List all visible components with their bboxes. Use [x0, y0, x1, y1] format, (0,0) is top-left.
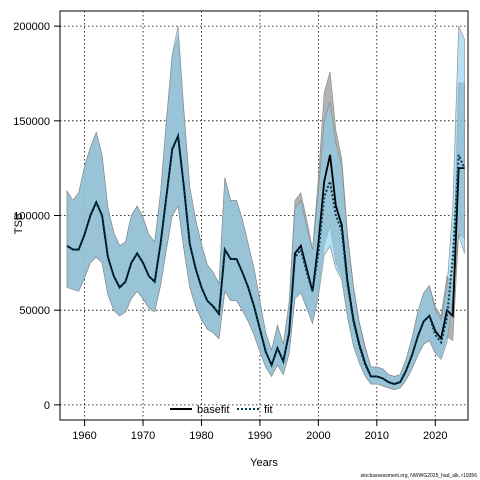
y-axis-ticks: 0 50000 100000 150000 200000	[13, 21, 60, 412]
x-tick-label-2000: 2000	[306, 430, 330, 442]
y-tick-label-50000: 50000	[19, 305, 50, 317]
x-tick-label-1970: 1970	[131, 430, 155, 442]
y-tick-label-200000: 200000	[13, 21, 50, 33]
x-tick-label-1960: 1960	[72, 430, 96, 442]
x-tick-label-1980: 1980	[189, 430, 213, 442]
series-lines	[66, 132, 466, 386]
x-tick-label-2020: 2020	[423, 430, 447, 442]
legend-label-basefit: basefit	[197, 404, 229, 416]
legend-label-fit: fit	[264, 404, 273, 416]
band-fit	[66, 26, 465, 391]
confidence-bands	[66, 26, 465, 391]
x-tick-label-2010: 2010	[365, 430, 389, 442]
x-axis-title: Years	[250, 457, 278, 469]
y-tick-label-150000: 150000	[13, 116, 50, 128]
y-axis-title: TSB	[13, 213, 25, 234]
line-fit	[66, 132, 466, 386]
y-tick-label-0: 0	[44, 400, 50, 412]
source-annotation: stockassessment.org, NWWG2025_had_alk, r…	[361, 473, 478, 479]
legend: basefit fit	[170, 404, 273, 416]
x-tick-label-1990: 1990	[248, 430, 272, 442]
x-axis-ticks: 1960 1970 1980 1990 2000 2010 2020	[72, 420, 448, 442]
y-tick-label-100000: 100000	[13, 211, 50, 223]
